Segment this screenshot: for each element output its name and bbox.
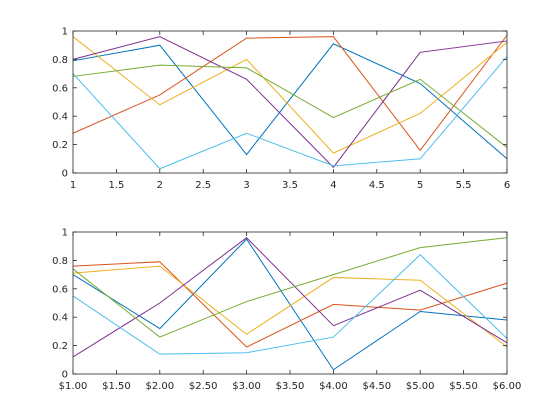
x-tick-label: $1.50 bbox=[102, 381, 131, 392]
series-line-1 bbox=[72, 238, 508, 371]
series-line-6 bbox=[72, 254, 508, 355]
x-tick-label: 2.5 bbox=[195, 180, 211, 191]
x-tick-label: $4.50 bbox=[362, 381, 391, 392]
y-tick-label: 0.8 bbox=[52, 256, 68, 267]
x-tick-label: $6.00 bbox=[493, 381, 522, 392]
x-tick-label: $1.00 bbox=[59, 381, 88, 392]
y-tick-label: 0 bbox=[62, 370, 68, 381]
top-plot: 1 1.5 2 2.5 3 3.5 4 4.5 5 5.5 6 0 0.2 0.4 0.6 0.8 1 bbox=[52, 27, 510, 192]
x-tick-label: $4.00 bbox=[319, 381, 348, 392]
y-tick-label: 0 bbox=[62, 169, 68, 180]
x-tick-label: $3.50 bbox=[276, 381, 305, 392]
series-line-3 bbox=[72, 265, 508, 348]
x-tick-label: 1.5 bbox=[108, 180, 124, 191]
y-tick-label: 0.6 bbox=[52, 284, 68, 295]
y-tick-label: 0.4 bbox=[52, 112, 68, 123]
x-tick-label: $5.50 bbox=[449, 381, 478, 392]
bottom-plot: $1.00 $1.50 $2.00 $2.50 $3.00 $3.50 $4.00 $4.50… bbox=[52, 228, 521, 393]
y-tick-label: 1 bbox=[62, 228, 68, 239]
x-tick-label: 5.5 bbox=[456, 180, 472, 191]
y-tick-label: 1 bbox=[62, 27, 68, 38]
series-line-2 bbox=[72, 34, 508, 152]
series-line-4 bbox=[72, 237, 508, 358]
y-tick-label: 0.2 bbox=[52, 341, 68, 352]
x-tick-label: 4.5 bbox=[369, 180, 385, 191]
x-tick-label: $3.00 bbox=[232, 381, 261, 392]
x-tick-label: $5.00 bbox=[406, 381, 435, 392]
series-line-5 bbox=[72, 237, 508, 338]
y-tick-label: 0.2 bbox=[52, 140, 68, 151]
x-tick-label: $2.50 bbox=[189, 381, 218, 392]
y-tick-label: 0.6 bbox=[52, 83, 68, 94]
x-tick-label: $2.00 bbox=[145, 381, 174, 392]
series-line-2 bbox=[72, 261, 508, 348]
x-tick-label: 3.5 bbox=[282, 180, 298, 191]
series-line-4 bbox=[72, 36, 508, 169]
series-line-5 bbox=[72, 64, 508, 148]
series-line-6 bbox=[72, 56, 508, 170]
x-tick-label: 6 bbox=[504, 180, 510, 191]
series-line-1 bbox=[72, 43, 508, 160]
y-tick-label: 0.8 bbox=[52, 55, 68, 66]
x-tick-label: 5 bbox=[417, 180, 423, 191]
x-tick-label: 4 bbox=[330, 180, 336, 191]
x-tick-label: 2 bbox=[157, 180, 163, 191]
y-tick-label: 0.4 bbox=[52, 313, 68, 324]
x-tick-label: 1 bbox=[70, 180, 76, 191]
x-tick-label: 3 bbox=[243, 180, 249, 191]
series-line-3 bbox=[72, 36, 508, 154]
